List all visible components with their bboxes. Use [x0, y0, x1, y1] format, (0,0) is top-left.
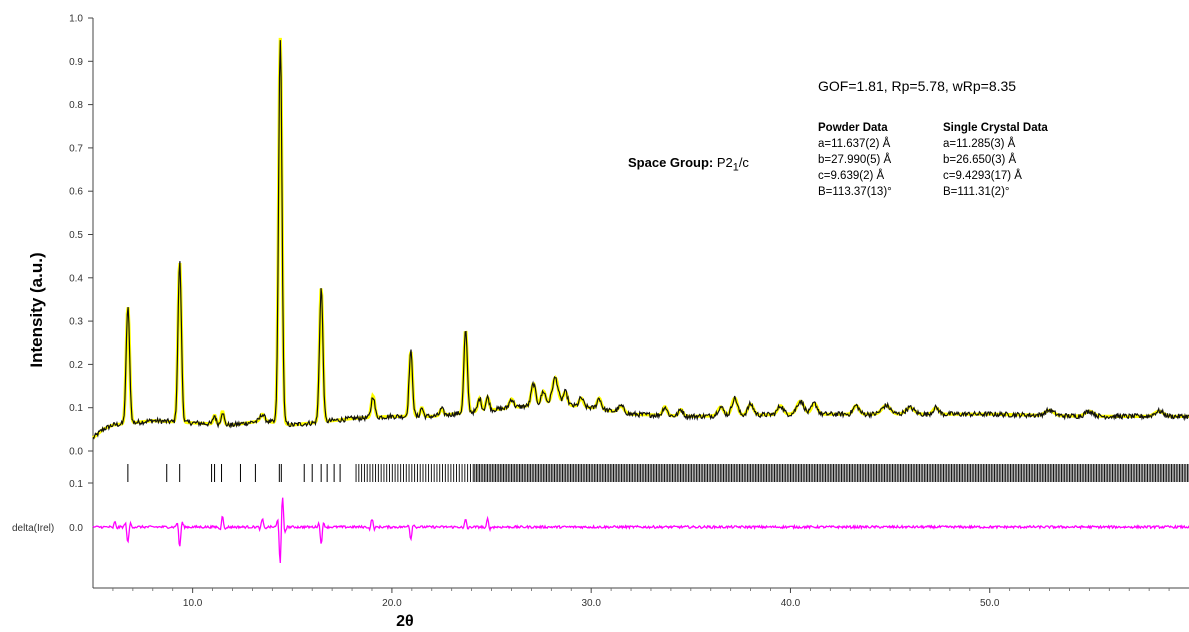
difference-line	[92, 497, 1189, 564]
single-beta: B=111.31(2)°	[943, 186, 1010, 198]
powder-b: b=27.990(5) Å	[818, 154, 892, 166]
y-tick-label: 0.4	[69, 273, 83, 284]
y-tick-label: 0.0	[69, 447, 83, 458]
space-group-subscript: 1	[732, 161, 739, 174]
diff-axis-label: delta(Irel)	[12, 523, 54, 534]
single-c: c=9.4293(17) Å	[943, 170, 1022, 182]
observed-profile	[92, 40, 1189, 440]
x-tick-label: 20.0	[382, 598, 402, 609]
x-tick-label: 10.0	[183, 598, 203, 609]
y-tick-label: 0.6	[69, 187, 83, 198]
single-a: a=11.285(3) Å	[943, 138, 1016, 150]
powder-data-block: Powder Data a=11.637(2) Å b=27.990(5) Å …	[818, 120, 892, 200]
powder-a: a=11.637(2) Å	[818, 138, 891, 150]
y-tick-label: 0.7	[69, 143, 83, 154]
reflection-markers	[127, 464, 1189, 482]
y-tick-label: 0.3	[69, 317, 83, 328]
space-group-value: P2	[716, 155, 733, 170]
powder-data-title: Powder Data	[818, 122, 888, 134]
calculated-profile	[91, 37, 1189, 440]
x-tick-label: 40.0	[781, 598, 801, 609]
diff-zero-label: 0.0	[69, 523, 83, 534]
calculated-line	[91, 37, 1189, 440]
difference-curve	[92, 497, 1189, 564]
y-tick-label: 0.1	[69, 403, 83, 414]
y-tick-label: 0.9	[69, 57, 83, 68]
reflection-tick-label: 0.1	[69, 479, 83, 490]
fit-statistics: GOF=1.81, Rp=5.78, wRp=8.35	[818, 78, 1017, 94]
x-tick-label: 50.0	[980, 598, 1000, 609]
x-tick-label: 30.0	[581, 598, 601, 609]
observed-line	[92, 40, 1189, 440]
tick-labels: 0.0 0.1 0.2 0.3 0.4 0.5 0.6 0.7 0.8 0.9 1.0 0.1 0.0 d…	[12, 14, 1000, 631]
space-group-suffix: /c	[738, 155, 749, 170]
axes	[88, 17, 1189, 593]
y-axis-title: Intensity (a.u.)	[27, 252, 46, 367]
powder-beta: B=113.37(13)°	[818, 186, 892, 198]
x-axis-title: 2θ	[396, 613, 414, 630]
powder-c: c=9.639(2) Å	[818, 170, 885, 182]
single-crystal-data-block: Single Crystal Data a=11.285(3) Å b=26.6…	[943, 120, 1048, 200]
y-tick-label: 0.2	[69, 360, 83, 371]
single-crystal-title: Single Crystal Data	[943, 122, 1048, 134]
single-b: b=26.650(3) Å	[943, 154, 1017, 166]
space-group: Space Group: P21/c	[628, 155, 749, 174]
y-tick-label: 1.0	[69, 14, 83, 25]
space-group-label: Space Group:	[628, 155, 714, 170]
y-tick-label: 0.5	[69, 230, 83, 241]
y-tick-label: 0.8	[69, 100, 83, 111]
